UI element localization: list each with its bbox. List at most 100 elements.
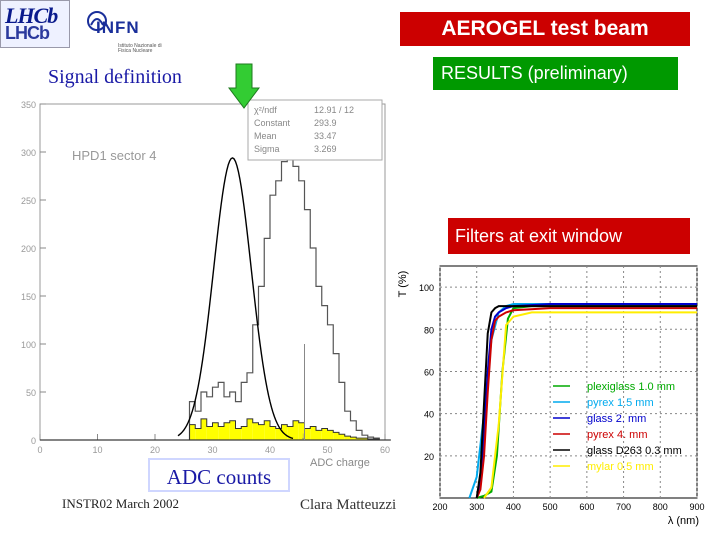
transmission-xtick-label: 500 xyxy=(543,502,558,512)
transmission-xlabel: λ (nm) xyxy=(668,515,699,527)
footer-author: Clara Matteuzzi xyxy=(300,497,397,513)
footer-date: INSTR02 March 2002 xyxy=(62,496,179,511)
infn-logo: INFN Istituto Nazionale di Fisica Nuclea… xyxy=(86,10,168,54)
histogram-ytick-label: 300 xyxy=(21,148,36,158)
transmission-xtick-label: 700 xyxy=(616,502,631,512)
transmission-chart: 20 40 60 80 100 200 300 400 500 600 700 800 900 λ (nm… xyxy=(397,265,705,527)
histogram-ytick-label: 350 xyxy=(21,100,36,110)
histogram-yellow-bar xyxy=(339,434,345,440)
histogram-xtick-label: 30 xyxy=(207,445,217,455)
histogram-yellow-series xyxy=(189,418,380,440)
stats-value: 3.269 xyxy=(314,144,337,154)
legend-label: pyrex 1.5 mm xyxy=(587,397,654,409)
histogram-xlabel: ADC charge xyxy=(310,457,370,469)
histogram-yellow-bar xyxy=(229,420,236,440)
histogram-yellow-bar xyxy=(316,430,322,440)
signal-arrow-icon xyxy=(228,63,260,109)
adc-counts-label: ADC counts xyxy=(148,458,290,492)
stats-label: χ²/ndf xyxy=(254,105,277,115)
histogram-ytick-label: 250 xyxy=(21,196,36,206)
lhcb-logo-text: LHCb xyxy=(5,3,58,28)
stats-label: Constant xyxy=(254,118,291,128)
histogram-axes: 0 50 100 150 200 250 300 350 0 10 20 30 40 50 60 xyxy=(21,100,390,455)
histogram-yellow-bar xyxy=(247,418,253,440)
legend-label: glass 2. mm xyxy=(587,413,646,425)
histogram-yellow-bar xyxy=(218,426,224,440)
histogram-yellow-bar xyxy=(275,428,282,440)
histogram-gaussian-fit xyxy=(177,157,294,440)
histogram-ytick-label: 100 xyxy=(21,340,36,350)
histogram-xtick-label: 50 xyxy=(322,445,332,455)
transmission-ytick-label: 20 xyxy=(424,452,434,462)
histogram-main-series xyxy=(40,156,391,441)
histogram-yellow-bar xyxy=(252,422,259,440)
histogram-yellow-bar xyxy=(321,428,328,440)
transmission-line xyxy=(475,307,697,499)
histogram-yellow-bar xyxy=(270,426,276,440)
filters-label: Filters at exit window xyxy=(448,218,690,254)
stats-label: Sigma xyxy=(254,144,280,154)
transmission-ylabel: T (%) xyxy=(397,271,409,298)
histogram-ytick-label: 50 xyxy=(26,388,36,398)
transmission-series xyxy=(468,302,697,499)
histogram-yellow-bar xyxy=(258,424,265,440)
transmission-xtick-label: 900 xyxy=(689,502,704,512)
histogram-yellow-bar xyxy=(189,424,196,440)
histogram-yellow-bar xyxy=(356,438,362,440)
histogram-yellow-bar xyxy=(264,420,270,440)
legend-label: mylar 0.5 mm xyxy=(587,461,654,473)
transmission-ytick-label: 80 xyxy=(424,325,434,335)
results-label: RESULTS (preliminary) xyxy=(433,57,678,90)
infn-logo-subtitle: Istituto Nazionale di Fisica Nucleare xyxy=(118,43,162,54)
histogram-xtick-label: 60 xyxy=(380,445,390,455)
transmission-ytick-label: 100 xyxy=(419,283,434,293)
transmission-xtick-label: 600 xyxy=(579,502,594,512)
histogram-yellow-bar xyxy=(362,438,368,440)
legend-label: glass D263 0.3 mm xyxy=(587,445,682,457)
infn-logo-mark-icon xyxy=(87,11,107,31)
histogram-yellow-bar xyxy=(241,426,247,440)
histogram-yellow-bar xyxy=(293,420,299,440)
transmission-xtick-label: 400 xyxy=(506,502,521,512)
transmission-xtick-label: 800 xyxy=(653,502,668,512)
histogram-labels: HPD1 sector 4 ADC charge ↓ χ²/ndf 12.91 / 12… xyxy=(72,99,383,469)
stats-value: 12.91 / 12 xyxy=(314,105,354,115)
stats-value: 33.47 xyxy=(314,131,337,141)
histogram-xtick-label: 40 xyxy=(265,445,275,455)
transmission-line xyxy=(483,311,697,499)
histogram-title: HPD1 sector 4 xyxy=(72,148,157,163)
transmission-legend: plexiglass 1.0 mm pyrex 1.5 mm glass 2. mm… xyxy=(553,381,682,473)
histogram-yellow-bar xyxy=(287,426,293,440)
transmission-line xyxy=(475,305,697,499)
transmission-line xyxy=(475,302,697,499)
transmission-ytick-label: 40 xyxy=(424,410,434,420)
histogram-yellow-bar xyxy=(327,430,334,440)
histogram-yellow-bar xyxy=(195,428,201,440)
histogram-yellow-bar xyxy=(206,426,213,440)
histogram-yellow-bar xyxy=(350,437,357,440)
transmission-ytick-label: 60 xyxy=(424,367,434,377)
histogram-yellow-bar xyxy=(224,422,230,440)
histogram-yellow-bar xyxy=(344,436,351,440)
stats-label: Mean xyxy=(254,131,277,141)
adc-histogram-chart: 0 50 100 150 200 250 300 350 0 10 20 30 40 50 60 HPD1 … xyxy=(21,99,391,469)
histogram-yellow-bar xyxy=(333,432,339,440)
adc-threshold-arrow: ↓ xyxy=(301,431,306,442)
legend-label: pyrex 4. mm xyxy=(587,429,648,441)
transmission-xtick-label: 200 xyxy=(432,502,447,512)
histogram-yellow-bar xyxy=(298,422,305,440)
histogram-yellow-outline xyxy=(40,418,391,441)
stats-box xyxy=(247,99,383,161)
histogram-xtick-label: 0 xyxy=(37,445,42,455)
legend-label: plexiglass 1.0 mm xyxy=(587,381,675,393)
histogram-ytick-label: 150 xyxy=(21,292,36,302)
lhcb-logo: LHCb LHCb xyxy=(0,0,70,48)
histogram-xtick-label: 20 xyxy=(150,445,160,455)
histogram-ytick-label: 200 xyxy=(21,244,36,254)
page-title: AEROGEL test beam xyxy=(400,12,690,46)
histogram-xtick-label: 10 xyxy=(92,445,102,455)
gaussian-fit-curve xyxy=(177,157,294,440)
lhcb-logo-text-shadow: LHCb xyxy=(5,23,50,43)
histogram-yellow-bar xyxy=(304,428,311,440)
histogram-ytick-label: 0 xyxy=(31,436,36,446)
